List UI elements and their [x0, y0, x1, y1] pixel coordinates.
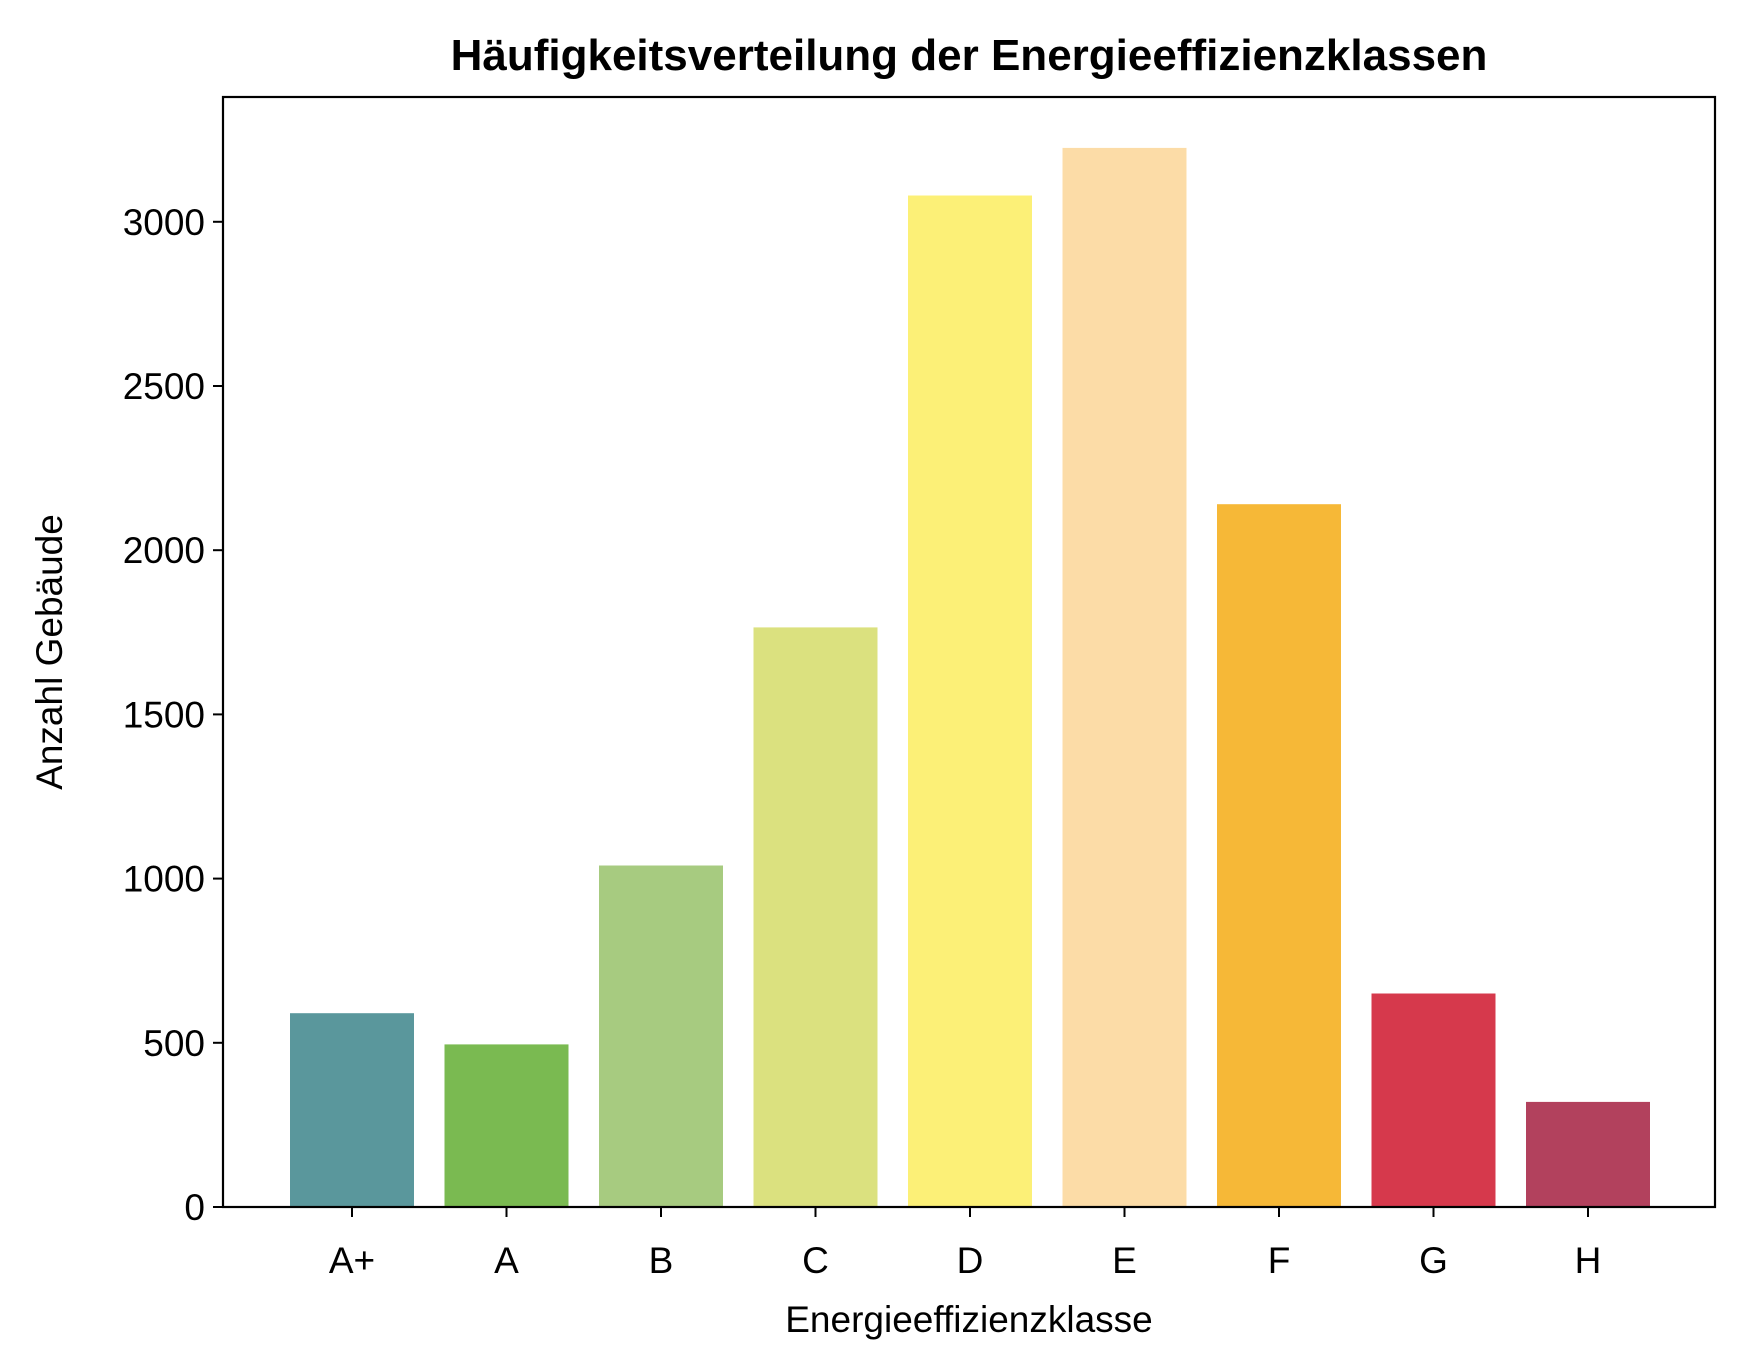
bar-h — [1526, 1101, 1650, 1207]
y-axis-label: Anzahl Gebäude — [29, 514, 70, 790]
y-tick-label: 500 — [143, 1023, 205, 1064]
y-tick-label: 1000 — [123, 859, 205, 900]
x-tick-label: F — [1268, 1240, 1291, 1281]
bar-g — [1371, 993, 1496, 1207]
y-tick-label: 2500 — [123, 366, 205, 407]
bar-e — [1062, 147, 1187, 1207]
y-axis-ticks: 0 500 1000 1500 2000 2500 3000 — [123, 202, 223, 1228]
y-tick-label: 2000 — [123, 530, 205, 571]
x-tick-label: C — [802, 1240, 829, 1281]
chart-title: Häufigkeitsverteilung der Energieeffizie… — [451, 31, 1488, 80]
x-tick-label: H — [1575, 1240, 1602, 1281]
bar-c — [753, 627, 878, 1207]
x-tick-label: A+ — [329, 1240, 375, 1281]
bar-f — [1217, 504, 1341, 1207]
x-axis-label: Energieeffizienzklasse — [785, 1299, 1152, 1340]
x-tick-label: A — [494, 1240, 519, 1281]
y-tick-label: 3000 — [123, 202, 205, 243]
bars — [290, 147, 1650, 1207]
x-tick-label: E — [1112, 1240, 1137, 1281]
plot-frame — [221, 95, 1717, 1209]
bar-a — [444, 1044, 569, 1207]
bar-d — [908, 195, 1032, 1207]
y-tick-label: 1500 — [123, 694, 205, 735]
x-axis-ticks: A+ A B C D E F G H — [329, 1207, 1602, 1281]
bar-a-plus — [290, 1013, 414, 1207]
x-tick-label: D — [957, 1240, 984, 1281]
x-tick-label: G — [1419, 1240, 1448, 1281]
x-tick-label: B — [649, 1240, 674, 1281]
y-tick-label: 0 — [184, 1187, 205, 1228]
bar-b — [599, 865, 723, 1207]
